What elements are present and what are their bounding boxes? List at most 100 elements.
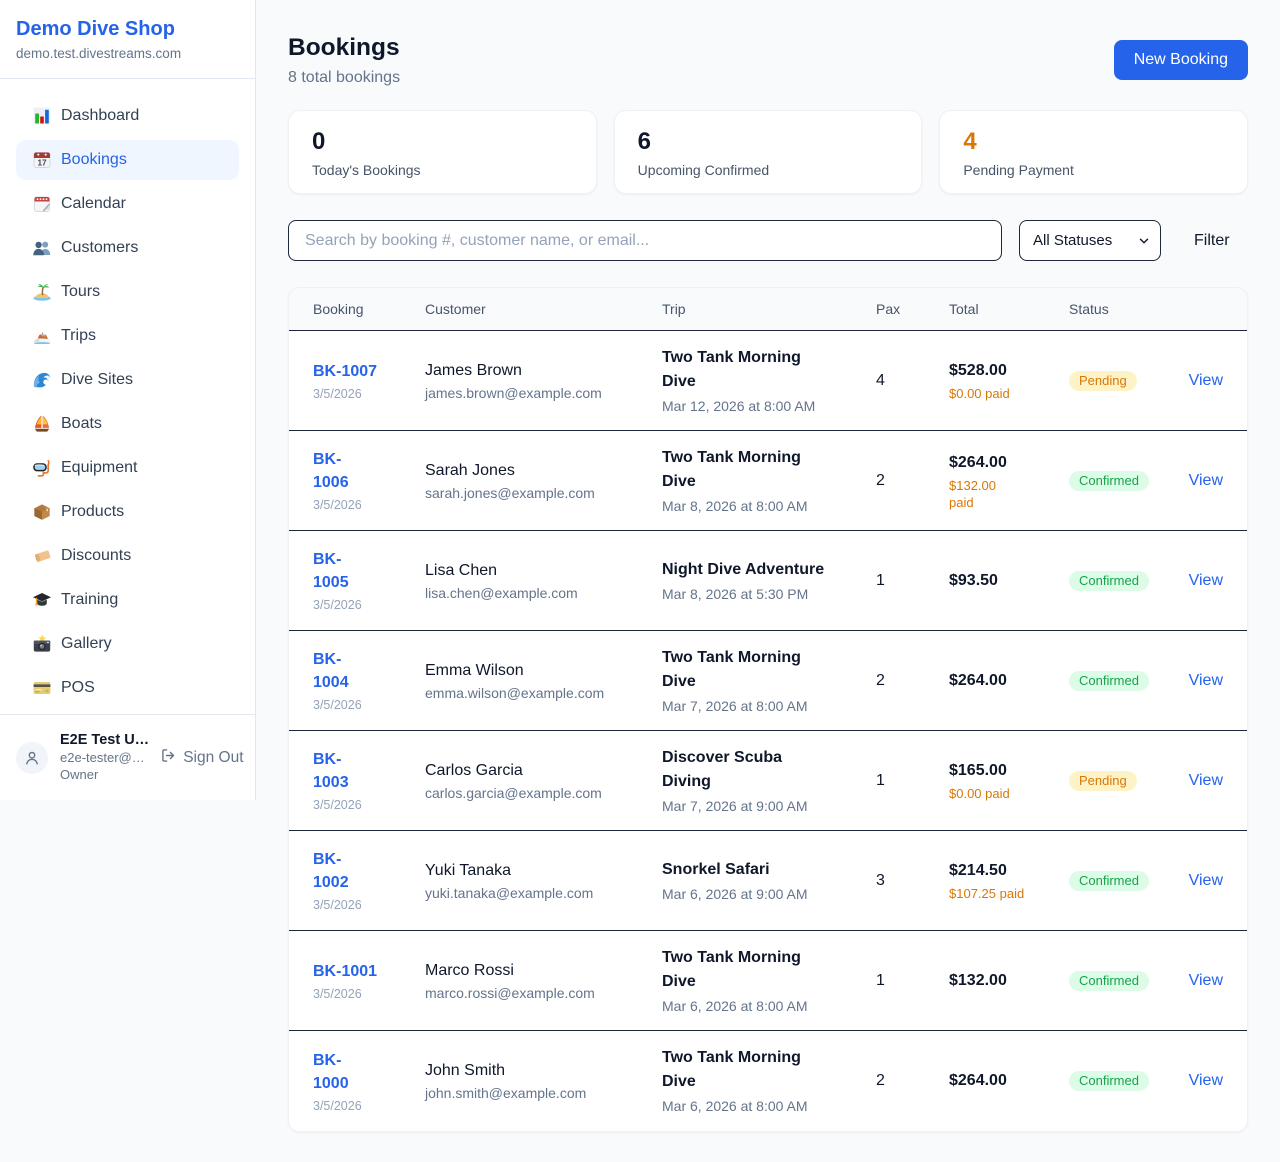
new-booking-button[interactable]: New Booking: [1113, 40, 1248, 80]
view-link[interactable]: View: [1188, 771, 1223, 789]
customer-email: marco.rossi@example.com: [425, 984, 595, 1001]
customer-email: carlos.garcia@example.com: [425, 784, 602, 801]
sidebar-item-discounts[interactable]: Discounts: [16, 536, 239, 576]
view-link[interactable]: View: [1188, 471, 1223, 489]
sidebar-item-equipment[interactable]: Equipment: [16, 448, 239, 488]
total-amount: $264.00: [949, 671, 1007, 689]
sidebar-item-dashboard[interactable]: Dashboard: [16, 96, 239, 136]
sidebar-item-customers[interactable]: Customers: [16, 228, 239, 268]
pax-value: 1: [876, 571, 885, 589]
total-amount: $132.00: [949, 971, 1007, 989]
trip-name: Night Dive Adventure: [662, 560, 825, 578]
sidebar-item-tours[interactable]: Tours: [16, 272, 239, 312]
sidebar-item-dive-sites[interactable]: Dive Sites: [16, 360, 239, 400]
filter-button[interactable]: Filter: [1194, 231, 1230, 249]
booking-id-link[interactable]: BK- 1006: [313, 451, 349, 491]
sidebar-item-gallery[interactable]: Gallery: [16, 624, 239, 664]
view-cell: View: [1169, 872, 1247, 890]
total-cell: $264.00 $132.00 paid: [949, 451, 1069, 511]
sidebar-item-label: Customers: [61, 239, 139, 256]
tag-icon: [32, 546, 52, 566]
island-icon: [32, 282, 52, 302]
booking-id-link[interactable]: BK-1001: [313, 962, 378, 980]
total-cell: $264.00: [949, 669, 1069, 693]
credit-card-icon: [32, 678, 52, 698]
booking-id-link[interactable]: BK- 1003: [313, 751, 349, 791]
customer-cell: Sarah Jones sarah.jones@example.com: [425, 459, 662, 503]
customer-cell: Emma Wilson emma.wilson@example.com: [425, 659, 662, 703]
status-select[interactable]: All Statuses: [1019, 220, 1161, 261]
pax-value: 4: [876, 371, 885, 389]
pax-value: 1: [876, 771, 885, 789]
page-header: Bookings 8 total bookings New Booking: [288, 32, 1248, 88]
booking-id-link[interactable]: BK- 1005: [313, 551, 349, 591]
status-cell: Pending: [1069, 370, 1169, 391]
customer-email: sarah.jones@example.com: [425, 484, 595, 501]
view-link[interactable]: View: [1188, 1072, 1223, 1089]
view-link[interactable]: View: [1188, 671, 1223, 689]
trip-name: Two Tank Morning Dive: [662, 348, 801, 390]
stats-row: 0 Today's Bookings 6 Upcoming Confirmed 4 Pen…: [288, 110, 1249, 194]
trip-cell: Two Tank Morning Dive Mar 7, 2026 at 8:00…: [662, 646, 876, 716]
booking-id-link[interactable]: BK- 1002: [313, 851, 349, 891]
sidebar-item-training[interactable]: Training: [16, 580, 239, 620]
pax-value: 1: [876, 971, 885, 989]
customer-name: Sarah Jones: [425, 461, 515, 479]
trip-cell: Two Tank Morning Dive Mar 8, 2026 at 8:00…: [662, 446, 876, 516]
brand: Demo Dive Shop demo.test.divestreams.com: [0, 0, 255, 79]
status-cell: Confirmed: [1069, 870, 1169, 891]
sidebar: Demo Dive Shop demo.test.divestreams.com…: [0, 0, 256, 800]
view-link[interactable]: View: [1188, 371, 1223, 389]
customer-email: emma.wilson@example.com: [425, 684, 605, 701]
diving-mask-icon: [32, 458, 52, 478]
main-content: Bookings 8 total bookings New Booking 0 T…: [256, 0, 1280, 1162]
view-cell: View: [1169, 972, 1247, 990]
stat-card-today-s-bookings: 0 Today's Bookings: [288, 110, 597, 194]
column-header-customer: Customer: [425, 301, 486, 317]
trip-name: Two Tank Morning Dive: [662, 948, 801, 990]
trip-name: Two Tank Morning Dive: [662, 648, 801, 690]
view-link[interactable]: View: [1188, 871, 1223, 889]
view-link[interactable]: View: [1188, 971, 1223, 989]
stat-card-pending-payment: 4 Pending Payment: [939, 110, 1249, 194]
search-input[interactable]: [288, 220, 1002, 261]
sidebar-item-bookings[interactable]: 17 Bookings: [16, 140, 239, 180]
total-cell: $132.00: [949, 969, 1069, 993]
booking-id-link[interactable]: BK-1007: [313, 362, 378, 380]
stat-value: 0: [312, 128, 326, 155]
column-header-total: Total: [949, 301, 979, 317]
view-cell: View: [1169, 1072, 1247, 1090]
customer-email: yuki.tanaka@example.com: [425, 884, 594, 901]
status-badge: Confirmed: [1069, 670, 1149, 691]
sign-out-button[interactable]: Sign Out: [161, 748, 244, 768]
sidebar-item-boats[interactable]: Boats: [16, 404, 239, 444]
stat-value: 6: [637, 128, 652, 155]
view-link[interactable]: View: [1188, 571, 1223, 589]
sidebar-item-calendar[interactable]: Calendar: [16, 184, 239, 224]
trip-cell: Two Tank Morning Dive Mar 6, 2026 at 8:00…: [662, 1046, 876, 1116]
filters-row: All Statuses Filter: [288, 220, 1248, 261]
column-header-trip: Trip: [662, 301, 686, 317]
user-box: E2E Test U… e2e-tester@… Owner Sign Out: [0, 714, 255, 800]
sidebar-item-pos[interactable]: POS: [16, 668, 239, 708]
booking-id-link[interactable]: BK- 1000: [313, 1051, 349, 1092]
user-meta: E2E Test U… e2e-tester@… Owner: [60, 732, 149, 783]
trip-date: Mar 6, 2026 at 9:00 AM: [662, 885, 808, 902]
view-cell: View: [1169, 572, 1247, 590]
svg-text:17: 17: [37, 159, 47, 168]
trip-cell: Snorkel Safari Mar 6, 2026 at 9:00 AM: [662, 858, 876, 904]
total-cell: $214.50 $107.25 paid: [949, 859, 1069, 902]
customer-cell: Lisa Chen lisa.chen@example.com: [425, 559, 662, 603]
customer-cell: James Brown james.brown@example.com: [425, 359, 662, 403]
sidebar-item-trips[interactable]: Trips: [16, 316, 239, 356]
pax-cell: 2: [876, 672, 949, 690]
booking-id-link[interactable]: BK- 1004: [313, 651, 349, 691]
sidebar-item-products[interactable]: Products: [16, 492, 239, 532]
stat-value: 4: [963, 128, 977, 155]
trip-name: Snorkel Safari: [662, 860, 770, 878]
trip-cell: Two Tank Morning Dive Mar 6, 2026 at 8:00…: [662, 946, 876, 1016]
total-amount: $165.00: [949, 762, 1007, 779]
customer-name: Lisa Chen: [425, 561, 498, 579]
stat-label: Today's Bookings: [312, 162, 421, 178]
table-row: BK- 1005 3/5/2026 Lisa Chen lisa.chen@examp…: [289, 531, 1247, 631]
